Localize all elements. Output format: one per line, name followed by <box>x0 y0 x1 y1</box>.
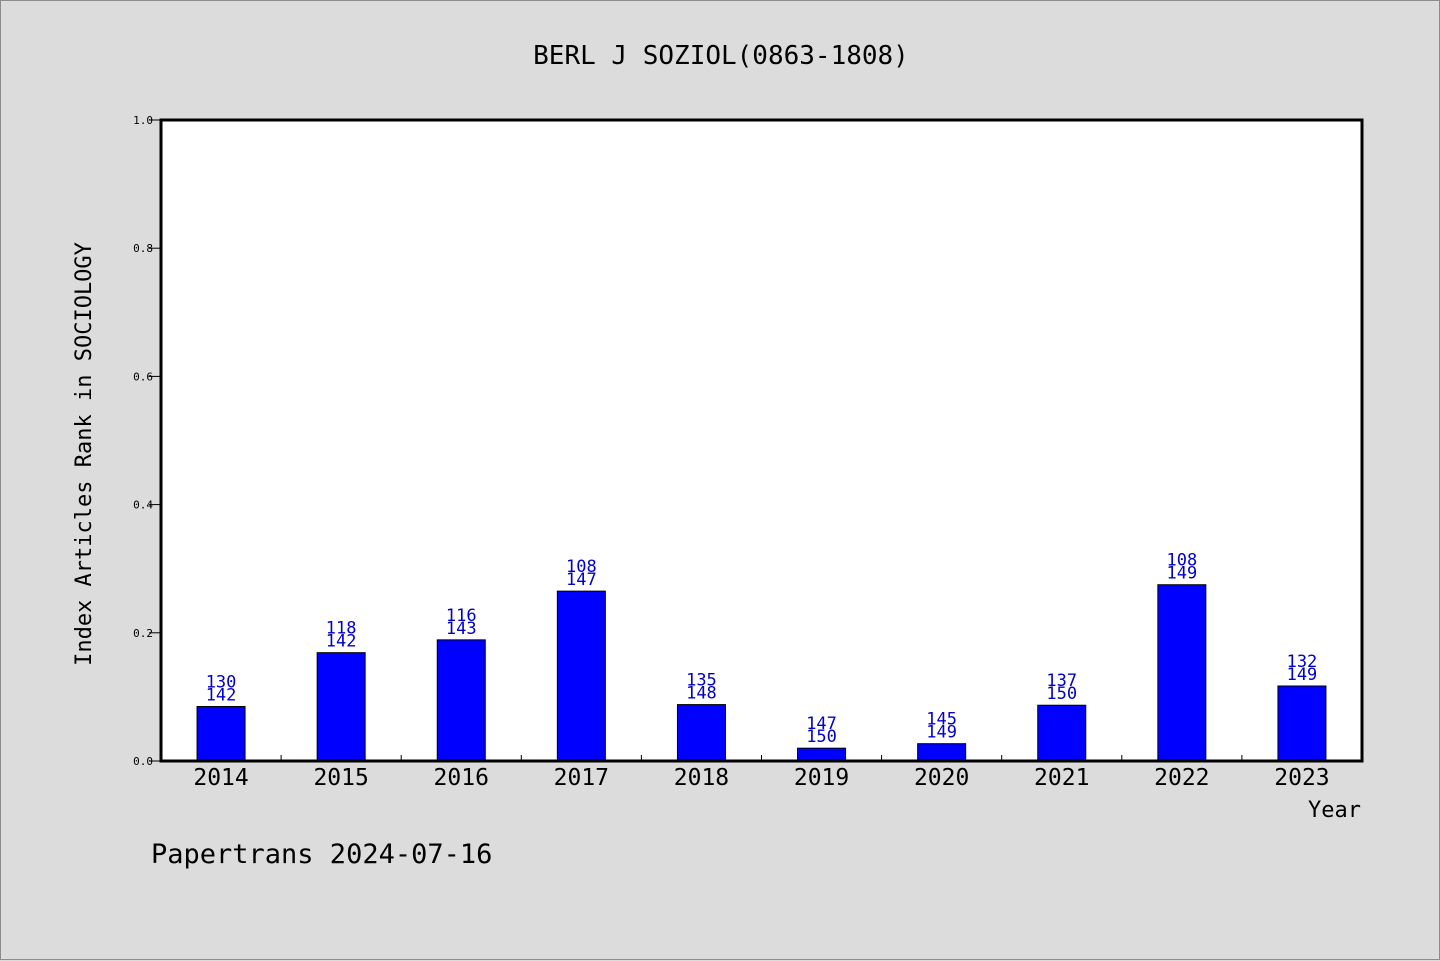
bar-rank-label: 145 <box>926 710 957 730</box>
bar-2017 <box>556 590 606 762</box>
x-tick-label: 2021 <box>1034 765 1089 791</box>
x-tick-label: 2020 <box>914 765 969 791</box>
bar-2015 <box>316 652 366 762</box>
x-tick-label: 2023 <box>1274 765 1329 791</box>
bar-labels-layer: 1301421181421161431081471351481471501451… <box>206 551 1318 747</box>
bar-2020 <box>917 743 967 762</box>
bars-layer <box>196 584 1327 762</box>
y-axis-label: Index Articles Rank in SOCIOLOGY <box>72 242 97 666</box>
bar-total-label: 147 <box>566 570 597 590</box>
bar-2018 <box>676 704 726 762</box>
bar-rank-label: 135 <box>686 671 717 691</box>
x-tick-label: 2014 <box>193 765 248 791</box>
bar-2021 <box>1037 704 1087 762</box>
bar-rank-label: 130 <box>206 673 237 693</box>
footer-credit: Papertrans 2024-07-16 <box>151 839 492 870</box>
bar-2016 <box>436 639 486 762</box>
y-tick-label: 0.6 <box>133 370 153 383</box>
bar-rank-label: 108 <box>1166 551 1197 571</box>
bar-2019 <box>797 747 847 762</box>
x-tick-label: 2017 <box>554 765 609 791</box>
bar-rank-label: 108 <box>566 557 597 577</box>
y-tick-label: 1.0 <box>133 114 153 127</box>
bar-rank-label: 132 <box>1287 652 1318 672</box>
bar-rank-label: 147 <box>806 714 837 734</box>
bar-rank-label: 118 <box>326 619 357 639</box>
plot-border <box>159 118 1364 763</box>
bar-total-label: 148 <box>686 684 717 704</box>
x-axis-label: Year <box>1308 798 1361 823</box>
bar-total-label: 143 <box>446 619 477 639</box>
x-tick-label: 2019 <box>794 765 849 791</box>
bar-total-label: 149 <box>1166 564 1197 584</box>
x-tick-label: 2015 <box>313 765 368 791</box>
bar-total-label: 150 <box>1046 684 1077 704</box>
y-tick-label: 0.4 <box>133 499 153 512</box>
x-axis-ticks: 2014 2015 2016 2017 2018 2019 2020 2021 2022 2023 <box>193 755 1330 791</box>
y-tick-label: 0.2 <box>133 627 153 640</box>
bar-total-label: 150 <box>806 727 837 747</box>
y-axis-ticks: 0.0 0.2 0.4 0.6 0.8 1.0 <box>133 114 161 768</box>
x-tick-label: 2016 <box>434 765 489 791</box>
bar-2014 <box>196 706 246 762</box>
bar-rank-label: 116 <box>446 606 477 626</box>
chart-title: BERL J SOZIOL(0863-1808) <box>533 41 909 71</box>
bar-2023 <box>1277 685 1327 762</box>
y-tick-label: 0.0 <box>133 755 153 768</box>
x-tick-label: 2022 <box>1154 765 1209 791</box>
bar-total-label: 149 <box>1287 665 1318 685</box>
bar-2022 <box>1157 584 1207 762</box>
bar-total-label: 142 <box>326 632 357 652</box>
bar-rank-label: 137 <box>1046 671 1077 691</box>
x-tick-label: 2018 <box>674 765 729 791</box>
bar-total-label: 149 <box>926 723 957 743</box>
bar-total-label: 142 <box>206 686 237 706</box>
y-tick-label: 0.8 <box>133 242 153 255</box>
